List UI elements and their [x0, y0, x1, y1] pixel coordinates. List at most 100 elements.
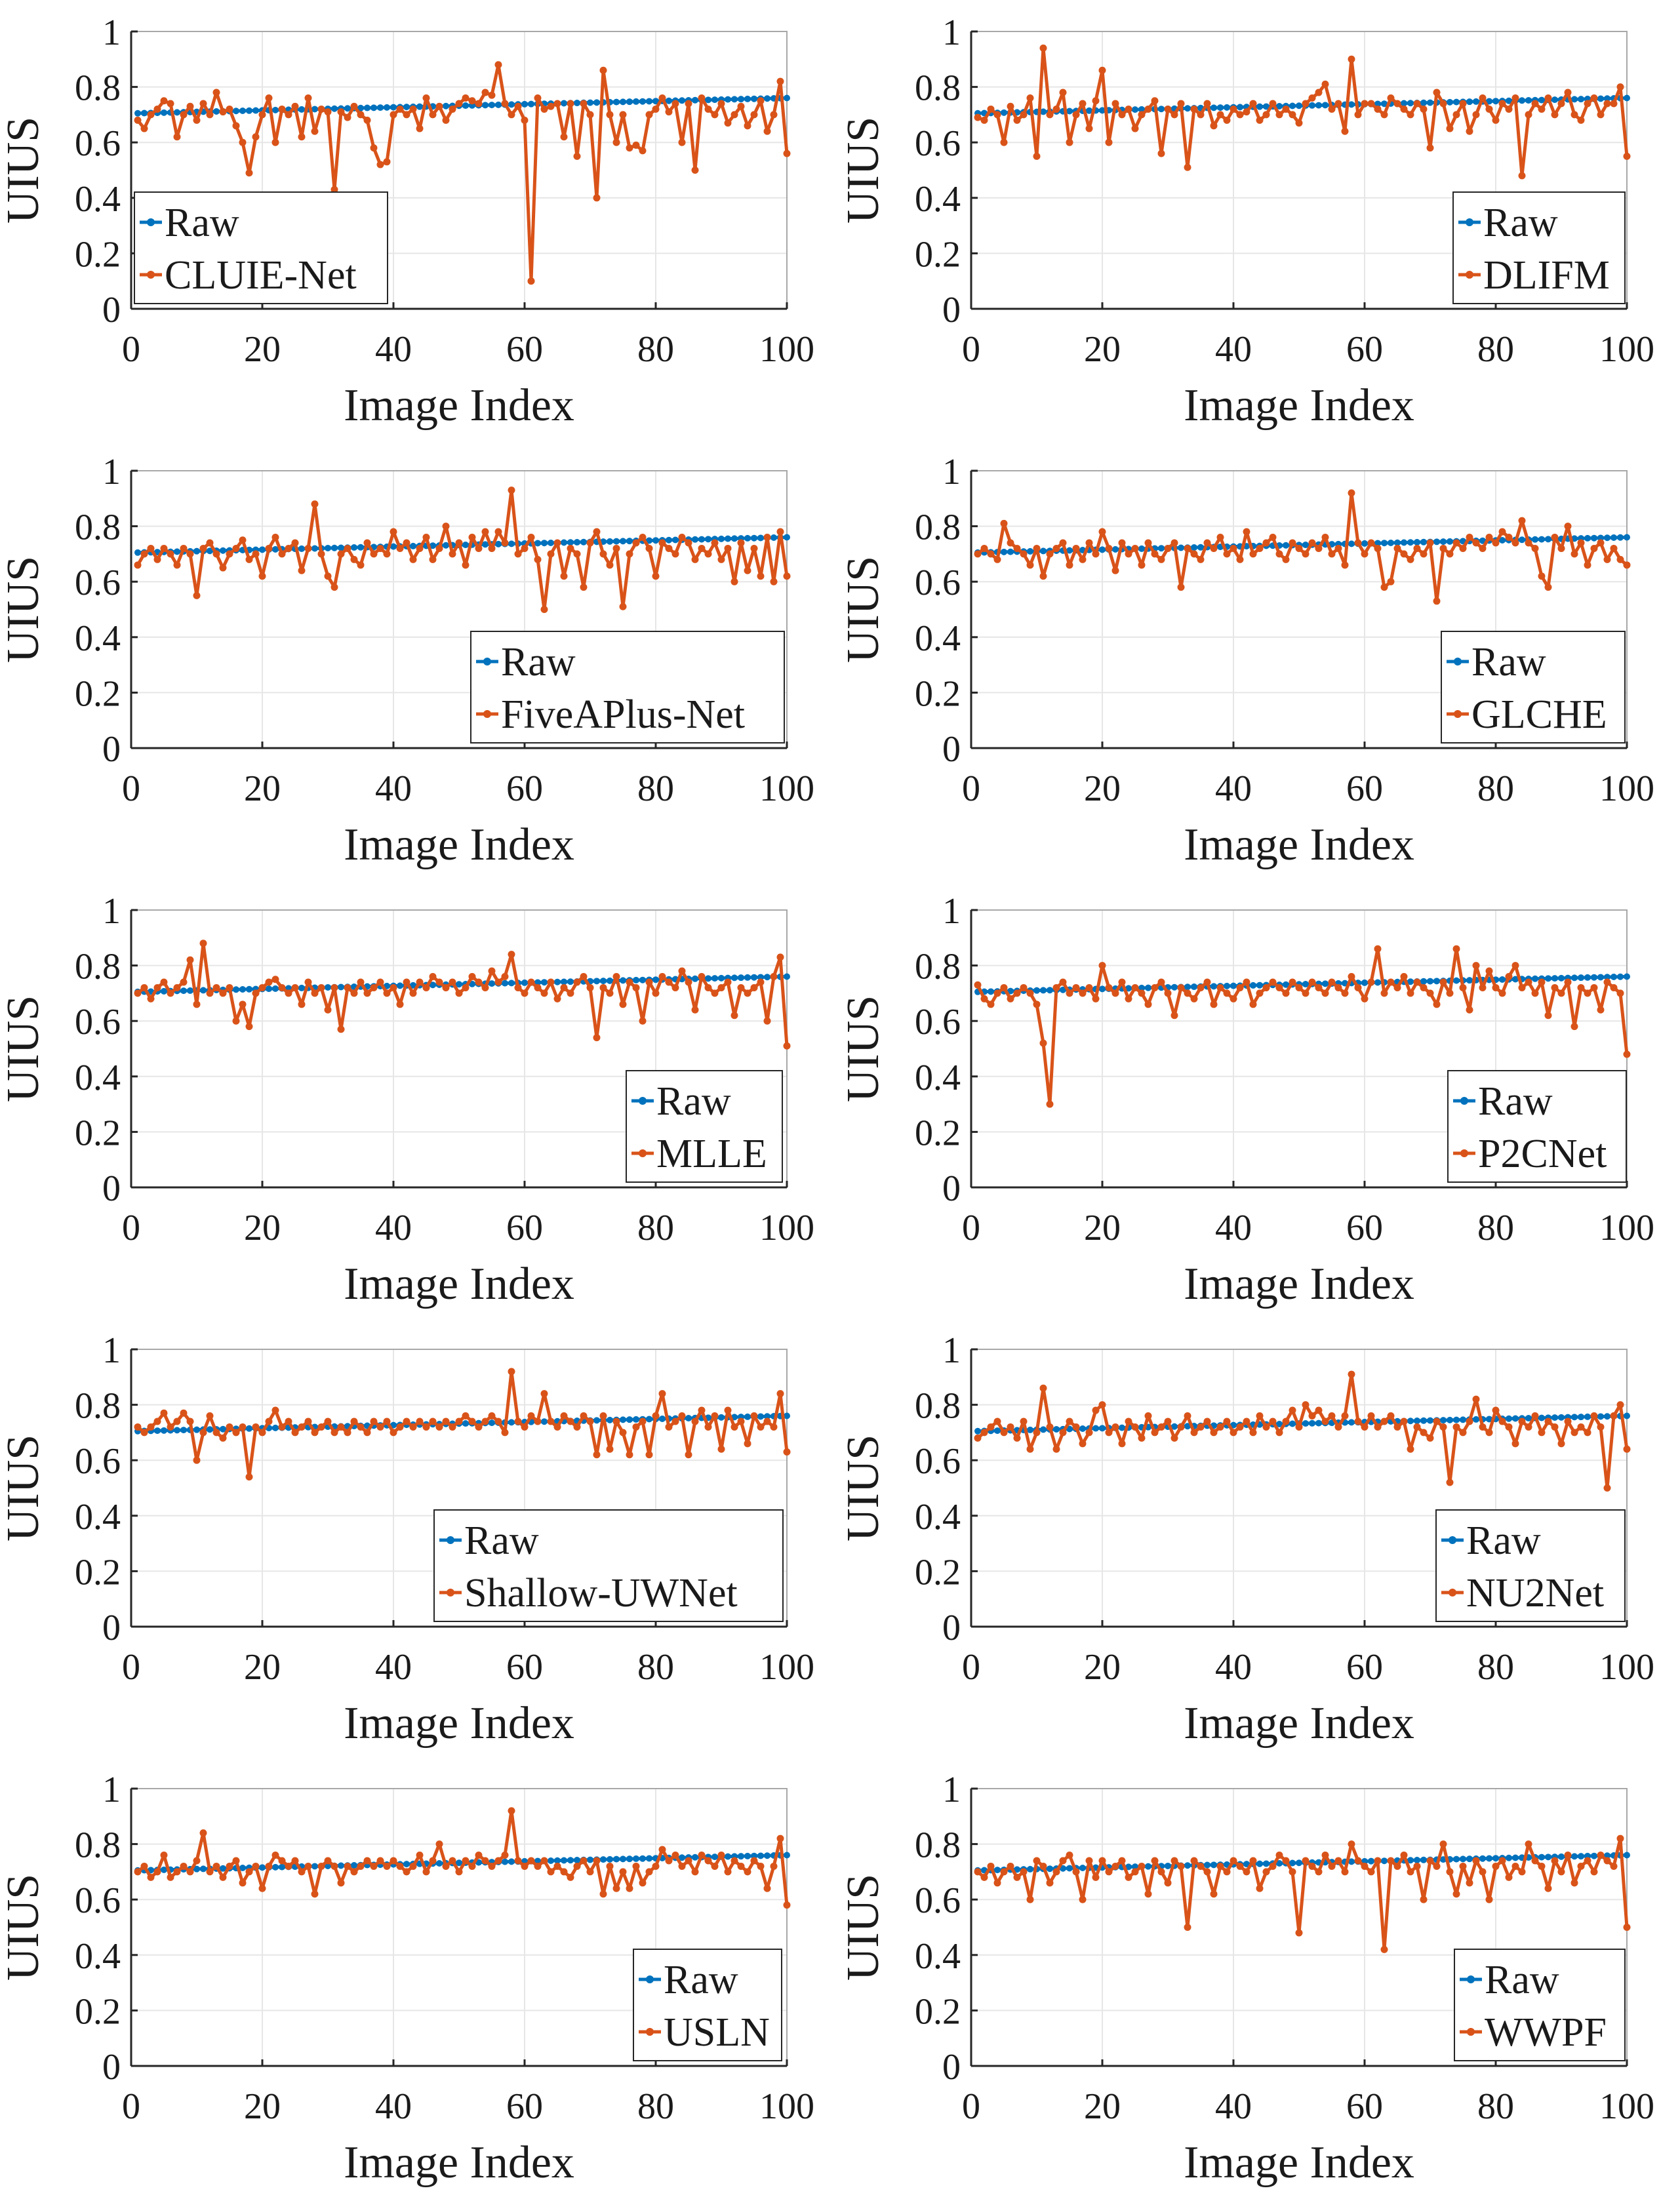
data-point-method	[278, 1423, 286, 1431]
data-point-method	[1039, 572, 1047, 580]
data-point-method	[475, 978, 483, 986]
legend-marker	[639, 1097, 647, 1105]
data-point-method	[1387, 578, 1395, 585]
data-point-method	[455, 1868, 463, 1876]
data-point-method	[1111, 566, 1119, 574]
data-point-method	[1321, 989, 1329, 997]
data-point-method	[1184, 163, 1191, 171]
data-point-method	[560, 572, 568, 580]
data-point-method	[219, 108, 227, 116]
data-point-raw	[587, 99, 593, 106]
data-point-raw	[607, 538, 613, 545]
data-point-method	[1616, 83, 1624, 91]
data-point-raw	[744, 1413, 751, 1420]
data-point-method	[993, 111, 1001, 119]
y-tick-label: 0.2	[915, 1991, 961, 2032]
y-axis-title: UIUS	[838, 117, 889, 224]
data-point-method	[1157, 978, 1165, 986]
data-point-method	[1170, 539, 1178, 547]
data-point-raw	[410, 542, 416, 549]
data-point-raw	[246, 107, 252, 114]
data-point-raw	[659, 1415, 666, 1422]
data-point-raw	[1610, 973, 1617, 980]
data-point-raw	[718, 974, 725, 982]
data-point-method	[1092, 1873, 1100, 1881]
data-point-method	[691, 1868, 699, 1876]
data-point-raw	[1099, 546, 1106, 553]
data-point-method	[1590, 544, 1598, 552]
data-point-raw	[246, 1425, 252, 1432]
data-point-method	[422, 983, 430, 991]
data-point-method	[632, 1862, 640, 1870]
data-point-method	[770, 111, 778, 119]
data-point-raw	[1532, 975, 1538, 982]
data-point-raw	[351, 544, 357, 551]
data-point-method	[1446, 989, 1454, 997]
data-point-method	[1433, 597, 1441, 605]
x-tick-label: 40	[375, 1208, 412, 1248]
data-point-method	[265, 1418, 273, 1425]
data-point-raw	[161, 109, 167, 116]
data-point-method	[219, 1873, 227, 1881]
data-point-method	[363, 116, 371, 124]
data-point-method	[1052, 1445, 1060, 1453]
data-point-method	[1538, 105, 1546, 113]
data-point-method	[199, 940, 207, 947]
y-tick-label: 0.6	[75, 563, 121, 603]
data-point-method	[1400, 550, 1408, 558]
data-point-method	[1321, 1418, 1329, 1425]
data-point-method	[1157, 149, 1165, 157]
data-point-method	[744, 122, 751, 130]
data-point-method	[285, 989, 292, 997]
data-point-raw	[1125, 1863, 1132, 1871]
data-point-method	[1020, 550, 1028, 558]
data-point-method	[1485, 1429, 1493, 1437]
data-point-method	[1046, 1100, 1054, 1108]
data-point-raw	[1276, 102, 1283, 109]
data-point-method	[514, 550, 522, 558]
data-point-method	[1066, 138, 1073, 146]
data-point-method	[1557, 989, 1565, 997]
data-point-method	[337, 550, 345, 558]
data-point-method	[180, 1862, 188, 1870]
data-point-method	[1249, 1001, 1257, 1008]
y-axis-title: UIUS	[0, 1874, 49, 1981]
data-point-method	[1485, 105, 1493, 113]
data-point-method	[1138, 1862, 1146, 1870]
y-tick-label: 0.8	[75, 1825, 121, 1866]
data-point-raw	[633, 1855, 639, 1862]
series-line-raw	[137, 96, 788, 115]
data-point-raw	[593, 978, 600, 985]
x-tick-label: 100	[1599, 1208, 1654, 1248]
legend-marker	[1449, 1589, 1456, 1596]
data-point-method	[1111, 1862, 1119, 1870]
data-point-raw	[1099, 1425, 1106, 1432]
data-point-raw	[718, 1414, 725, 1421]
data-point-method	[226, 983, 233, 991]
data-point-raw	[443, 102, 449, 109]
data-point-raw	[607, 977, 613, 984]
y-tick-label: 1	[942, 891, 961, 932]
data-point-method	[1498, 528, 1506, 536]
data-point-method	[678, 534, 686, 542]
data-point-raw	[1348, 1419, 1355, 1426]
data-point-method	[1170, 1434, 1178, 1442]
data-point-method	[974, 981, 982, 989]
data-point-raw	[988, 988, 994, 995]
data-point-method	[567, 989, 574, 997]
data-point-method	[1013, 1434, 1021, 1442]
data-point-method	[1190, 105, 1198, 113]
data-point-raw	[1250, 982, 1256, 989]
data-point-method	[1000, 1868, 1008, 1876]
data-point-raw	[495, 540, 502, 547]
data-point-method	[475, 1852, 483, 1859]
data-point-method	[494, 978, 502, 986]
data-point-method	[527, 1412, 535, 1420]
data-point-raw	[1558, 1414, 1565, 1421]
data-point-method	[311, 1890, 319, 1898]
data-point-method	[403, 111, 410, 119]
data-point-raw	[574, 100, 580, 107]
data-point-raw	[1315, 102, 1322, 109]
